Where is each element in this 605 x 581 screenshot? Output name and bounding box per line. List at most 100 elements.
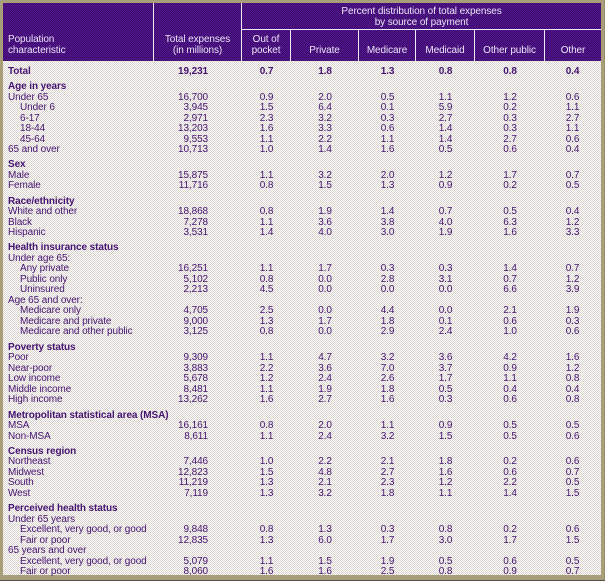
percent-value: 2.5 bbox=[380, 566, 395, 576]
percent-value: 1.3 bbox=[259, 315, 274, 327]
percent-value: 0.7 bbox=[565, 263, 580, 275]
percent-value: 0.7 bbox=[565, 566, 580, 576]
row-label: Female bbox=[8, 180, 41, 192]
percent-value: 6.3 bbox=[503, 216, 517, 228]
percent-value: 1.5 bbox=[318, 555, 332, 567]
percent-value: 1.3 bbox=[259, 477, 274, 489]
table-row: 65 and over 10,713 1.0 1.4 1.6 0.5 0.6 0.4 bbox=[3, 144, 601, 155]
table-row: 18-44 13,203 1.6 3.3 0.6 1.4 0.3 1.1 bbox=[3, 123, 601, 134]
percent-value: 2.7 bbox=[438, 112, 453, 124]
row-label: Fair or poor bbox=[20, 534, 71, 546]
header-col-medicaid: Medicaid bbox=[416, 30, 475, 61]
row-label: Midwest bbox=[8, 466, 44, 478]
total-expenses-value: 9,000 bbox=[183, 315, 208, 327]
percent-value: 2.0 bbox=[318, 420, 332, 432]
header-payment-columns: Out of pocket Private Medicare Medicaid … bbox=[242, 30, 601, 61]
row-label: Age 65 and over: bbox=[8, 294, 83, 306]
percent-value: 1.6 bbox=[259, 123, 274, 135]
total-expenses-value: 7,446 bbox=[183, 456, 208, 468]
percent-value: 1.2 bbox=[565, 216, 580, 228]
percent-value: 1.2 bbox=[259, 373, 274, 385]
total-expenses-value: 13,262 bbox=[178, 394, 208, 406]
percent-value: 0.9 bbox=[503, 566, 517, 576]
table-row: Medicare and private 9,000 1.3 1.7 1.8 0.1 0.6… bbox=[3, 316, 601, 327]
percent-value: 1.2 bbox=[438, 169, 453, 181]
table-row: Poor 9,309 1.1 4.7 3.2 3.6 4.2 1.6 bbox=[3, 352, 601, 363]
percent-value: 3.2 bbox=[318, 487, 332, 499]
percent-value: 1.5 bbox=[438, 430, 453, 442]
total-expenses-value: 19,231 bbox=[178, 65, 208, 77]
percent-value: 1.6 bbox=[438, 466, 453, 478]
table-row: Health insurance status bbox=[3, 242, 601, 253]
percent-value: 0.5 bbox=[565, 555, 580, 567]
percent-value: 2.4 bbox=[318, 430, 332, 442]
percent-value: 0.6 bbox=[565, 456, 580, 468]
percent-value: 0.0 bbox=[438, 305, 453, 317]
percent-value: 1.0 bbox=[259, 456, 274, 468]
percent-value: 6.0 bbox=[318, 534, 332, 546]
percent-value: 0.8 bbox=[259, 524, 274, 536]
percent-value: 0.6 bbox=[565, 524, 580, 536]
table-row: 6-17 2,971 2.3 3.2 0.3 2.7 0.3 2.7 bbox=[3, 113, 601, 124]
percent-value: 3.6 bbox=[318, 362, 332, 374]
percent-value: 0.6 bbox=[565, 430, 580, 442]
percent-value: 3.2 bbox=[318, 112, 332, 124]
table-row: Age in years bbox=[3, 81, 601, 92]
table-row: Fair or poor 12,835 1.3 6.0 1.7 3.0 1.7 1.5 bbox=[3, 535, 601, 546]
total-expenses-value: 11,716 bbox=[178, 180, 208, 192]
total-expenses-value: 4,705 bbox=[183, 305, 208, 317]
table-row: Midwest 12,823 1.5 4.8 2.7 1.6 0.6 0.7 bbox=[3, 467, 601, 478]
table-row: Non-MSA 8,611 1.1 2.4 3.2 1.5 0.5 0.6 bbox=[3, 431, 601, 442]
percent-value: 2.1 bbox=[503, 305, 517, 317]
row-label: Northeast bbox=[8, 456, 51, 468]
row-label: Medicare only bbox=[20, 305, 81, 317]
row-label: 6-17 bbox=[20, 112, 40, 124]
total-expenses-value: 16,251 bbox=[178, 263, 208, 275]
percent-value: 0.6 bbox=[503, 466, 517, 478]
total-expenses-value: 10,713 bbox=[178, 144, 208, 156]
total-expenses-value: 18,868 bbox=[178, 206, 208, 218]
percent-value: 0.7 bbox=[259, 65, 274, 77]
percent-value: 0.8 bbox=[438, 65, 453, 77]
row-label: High income bbox=[8, 394, 63, 406]
total-expenses-value: 8,060 bbox=[183, 566, 208, 576]
total-expenses-value: 5,678 bbox=[183, 373, 208, 385]
total-expenses-value: 9,309 bbox=[183, 352, 208, 364]
percent-value: 1.1 bbox=[259, 430, 274, 442]
row-label: Black bbox=[8, 216, 32, 228]
percent-value: 4.4 bbox=[380, 305, 395, 317]
row-label: Census region bbox=[8, 445, 77, 457]
percent-value: 3.6 bbox=[438, 352, 453, 364]
table-row: Hispanic 3,531 1.4 4.0 3.0 1.9 1.6 3.3 bbox=[3, 227, 601, 238]
percent-value: 1.1 bbox=[259, 555, 274, 567]
percent-value: 6.6 bbox=[503, 284, 517, 296]
table-row: Metropolitan statistical area (MSA) bbox=[3, 410, 601, 421]
percent-value: 1.1 bbox=[259, 352, 274, 364]
percent-value: 4.7 bbox=[318, 352, 332, 364]
percent-value: 0.5 bbox=[438, 555, 453, 567]
percent-value: 1.7 bbox=[503, 534, 517, 546]
total-expenses-value: 16,700 bbox=[178, 91, 208, 103]
row-label: Perceived health status bbox=[8, 503, 118, 515]
table-row: Excellent, very good, or good 5,079 1.1 1.5… bbox=[3, 556, 601, 567]
header-span-title: Percent distribution of total expenses b… bbox=[242, 3, 601, 30]
percent-value: 1.1 bbox=[259, 216, 274, 228]
percent-value: 0.3 bbox=[438, 394, 453, 406]
percent-value: 1.3 bbox=[380, 180, 395, 192]
percent-value: 0.0 bbox=[318, 273, 332, 285]
row-label: Non-MSA bbox=[8, 430, 51, 442]
percent-value: 1.3 bbox=[259, 487, 274, 499]
total-expenses-value: 9,553 bbox=[183, 133, 208, 145]
percent-value: 6.4 bbox=[318, 102, 332, 114]
percent-value: 0.8 bbox=[438, 524, 453, 536]
table-row: Medicare only 4,705 2.5 0.0 4.4 0.0 2.1 1.9 bbox=[3, 305, 601, 317]
percent-value: 1.6 bbox=[318, 566, 332, 576]
row-label: Age in years bbox=[8, 81, 67, 93]
row-label: Poverty status bbox=[8, 341, 76, 353]
total-expenses-value: 3,883 bbox=[183, 362, 208, 374]
percent-value: 3.2 bbox=[380, 352, 395, 364]
row-label: Sex bbox=[8, 159, 26, 171]
percent-value: 0.2 bbox=[503, 456, 517, 468]
percent-value: 3.9 bbox=[565, 284, 580, 296]
